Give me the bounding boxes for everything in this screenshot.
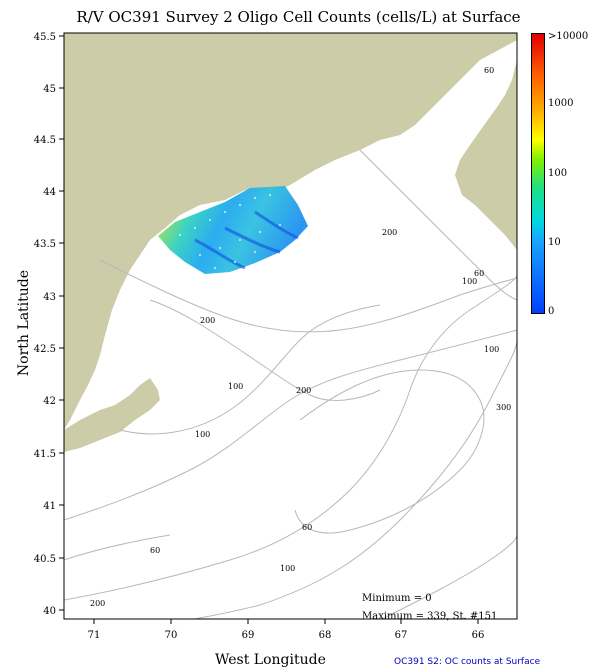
contour-label: 200 xyxy=(296,386,311,395)
contour-label: 100 xyxy=(228,382,243,391)
y-tick-label: 44.5 xyxy=(34,135,56,146)
contour-label-group: 60 200 60 100 200 100 300 100 60 60 100 … xyxy=(90,66,511,608)
depth-contours xyxy=(64,149,517,619)
contour-label: 300 xyxy=(496,403,511,412)
maximum-text: Maximum = 339, St. #151 xyxy=(362,611,498,622)
cell-count-field xyxy=(158,186,308,274)
colorbar-label-0: 0 xyxy=(548,306,555,317)
colorbar-label-1000: 1000 xyxy=(548,98,574,109)
y-tick-label: 43 xyxy=(43,292,56,303)
y-tick-label: 41.5 xyxy=(34,449,56,460)
x-tick-label: 70 xyxy=(165,630,178,641)
land-cape-cod xyxy=(64,378,160,452)
contour-label: 100 xyxy=(484,345,499,354)
x-tick-label: 66 xyxy=(472,630,485,641)
x-tick-label: 67 xyxy=(395,630,408,641)
minimum-text: Minimum = 0 xyxy=(362,593,432,604)
x-tick-label: 68 xyxy=(319,630,332,641)
y-tick-label: 45 xyxy=(43,84,56,95)
land-maine-coast xyxy=(64,33,517,430)
stats-box: Minimum = 0 Maximum = 339, St. #151 xyxy=(362,590,497,626)
tick-marks xyxy=(59,35,479,624)
low-count-streaks xyxy=(194,210,299,270)
figure-caption: OC391 S2: OC counts at Surface xyxy=(394,657,541,667)
contour-label: 100 xyxy=(462,277,477,286)
y-tick-label: 40 xyxy=(43,606,56,617)
x-axis-label: West Longitude xyxy=(215,652,326,668)
contour-label: 60 xyxy=(484,66,494,75)
contour-label: 200 xyxy=(382,228,397,237)
contour-label: 60 xyxy=(150,546,160,555)
colorbar-label-top: >10000 xyxy=(548,31,589,42)
contour-label: 200 xyxy=(90,599,105,608)
y-tick-label: 42 xyxy=(43,396,56,407)
y-tick-label: 41 xyxy=(43,501,56,512)
y-axis-label: North Latitude xyxy=(16,269,32,377)
plot-frame xyxy=(63,32,518,620)
contour-label: 60 xyxy=(474,269,484,278)
page-title: R/V OC391 Survey 2 Oligo Cell Counts (ce… xyxy=(76,8,521,26)
y-axis-label-wrap: North Latitude xyxy=(14,230,34,420)
x-tick-label: 69 xyxy=(242,630,255,641)
contour-label: 60 xyxy=(302,523,312,532)
y-tick-label: 43.5 xyxy=(34,239,56,250)
colorbar-label-10: 10 xyxy=(548,237,561,248)
land-nova-scotia xyxy=(455,40,517,250)
y-tick-label: 42.5 xyxy=(34,344,56,355)
colorbar xyxy=(531,33,545,314)
contour-label: 200 xyxy=(200,316,215,325)
y-tick-label: 40.5 xyxy=(34,554,56,565)
x-tick-label: 71 xyxy=(88,630,101,641)
colorbar-label-100: 100 xyxy=(548,168,568,179)
y-tick-label: 44 xyxy=(43,187,56,198)
station-markers xyxy=(179,194,281,269)
y-tick-label: 45.5 xyxy=(34,32,56,43)
contour-label: 100 xyxy=(280,564,295,573)
contour-label: 100 xyxy=(195,430,210,439)
